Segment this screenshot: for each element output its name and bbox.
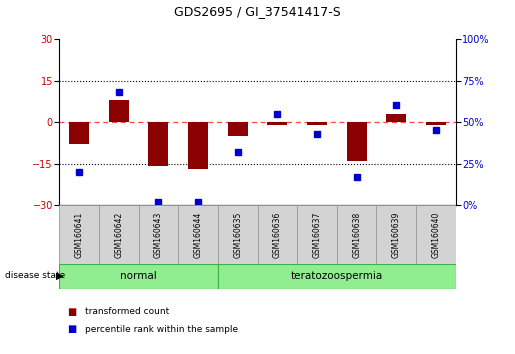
Text: GDS2695 / GI_37541417-S: GDS2695 / GI_37541417-S xyxy=(174,5,341,18)
Bar xyxy=(267,122,287,125)
Text: GSM160643: GSM160643 xyxy=(154,211,163,258)
Text: GSM160642: GSM160642 xyxy=(114,211,123,258)
Bar xyxy=(307,122,327,125)
Bar xyxy=(416,205,456,264)
Text: GSM160638: GSM160638 xyxy=(352,211,361,258)
Bar xyxy=(178,205,218,264)
Bar xyxy=(337,205,376,264)
Text: GSM160635: GSM160635 xyxy=(233,211,242,258)
Bar xyxy=(426,122,446,125)
Bar xyxy=(139,205,178,264)
Bar xyxy=(228,122,248,136)
Text: normal: normal xyxy=(120,271,157,281)
Text: GSM160640: GSM160640 xyxy=(432,211,440,258)
Bar xyxy=(188,122,208,169)
Bar xyxy=(99,205,139,264)
Bar xyxy=(59,205,99,264)
Bar xyxy=(386,114,406,122)
Bar xyxy=(347,122,367,161)
Bar xyxy=(148,122,168,166)
Bar xyxy=(109,100,129,122)
Bar xyxy=(218,264,456,289)
Text: teratozoospermia: teratozoospermia xyxy=(290,271,383,281)
Text: ■: ■ xyxy=(67,324,76,334)
Bar xyxy=(59,264,218,289)
Bar xyxy=(297,205,337,264)
Bar xyxy=(258,205,297,264)
Text: disease state: disease state xyxy=(5,271,65,280)
Text: GSM160641: GSM160641 xyxy=(75,211,83,258)
Text: ■: ■ xyxy=(67,307,76,316)
Text: GSM160637: GSM160637 xyxy=(313,211,321,258)
Text: ▶: ▶ xyxy=(56,270,63,280)
Text: percentile rank within the sample: percentile rank within the sample xyxy=(85,325,238,334)
Text: transformed count: transformed count xyxy=(85,307,169,316)
Text: GSM160644: GSM160644 xyxy=(194,211,202,258)
Text: GSM160636: GSM160636 xyxy=(273,211,282,258)
Text: GSM160639: GSM160639 xyxy=(392,211,401,258)
Bar xyxy=(69,122,89,144)
Bar xyxy=(376,205,416,264)
Bar xyxy=(218,205,258,264)
